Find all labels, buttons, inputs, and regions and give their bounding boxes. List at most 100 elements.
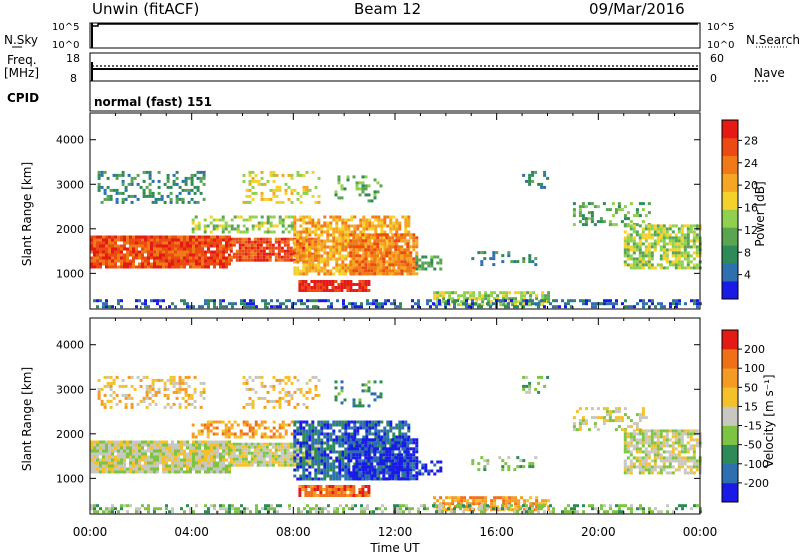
power-cell bbox=[477, 251, 481, 255]
velocity-cell bbox=[248, 426, 252, 430]
velocity-cell bbox=[415, 441, 419, 445]
power-cell bbox=[287, 230, 291, 234]
velocity-cell bbox=[126, 455, 129, 459]
power-cell bbox=[492, 257, 496, 261]
power-cell bbox=[352, 269, 356, 273]
velocity-cell bbox=[210, 461, 213, 465]
velocity-cell bbox=[382, 453, 386, 457]
power-cell bbox=[316, 286, 320, 289]
power-cell bbox=[671, 230, 675, 234]
power-cell bbox=[641, 227, 645, 231]
power-cell bbox=[525, 179, 529, 183]
velocity-cell bbox=[106, 375, 110, 379]
power-cell bbox=[162, 241, 165, 245]
power-cell bbox=[430, 261, 434, 265]
velocity-cell bbox=[147, 449, 150, 453]
power-cell bbox=[194, 224, 198, 228]
velocity-cell bbox=[150, 470, 153, 474]
power-cell bbox=[344, 239, 348, 243]
power-cell bbox=[313, 237, 317, 241]
power-cell bbox=[267, 302, 270, 306]
power-cell bbox=[379, 266, 383, 270]
velocity-cell bbox=[233, 420, 237, 424]
power-cell bbox=[332, 248, 336, 252]
velocity-cell bbox=[286, 442, 290, 446]
power-cell bbox=[335, 236, 339, 240]
velocity-cell bbox=[314, 429, 318, 433]
velocity-cell bbox=[238, 445, 242, 449]
power-cell bbox=[653, 227, 657, 231]
power-cell bbox=[344, 230, 348, 234]
power-cell bbox=[298, 286, 302, 289]
velocity-cell bbox=[126, 446, 129, 450]
power-cell bbox=[93, 265, 96, 269]
velocity-cell bbox=[166, 396, 170, 400]
velocity-cell bbox=[103, 375, 107, 379]
power-cell bbox=[373, 260, 377, 264]
velocity-cell bbox=[442, 508, 446, 512]
velocity-cell bbox=[403, 447, 407, 451]
power-cell bbox=[614, 223, 618, 227]
power-cell bbox=[335, 269, 339, 273]
power-cell bbox=[344, 218, 348, 222]
power-cell bbox=[344, 242, 348, 246]
power-cell bbox=[186, 238, 189, 242]
power-cell bbox=[192, 235, 195, 239]
velocity-cell bbox=[102, 455, 105, 459]
power-cell bbox=[335, 260, 339, 264]
power-cell bbox=[674, 260, 678, 264]
power-cell bbox=[192, 265, 195, 269]
velocity-cell bbox=[373, 459, 377, 463]
power-cell bbox=[394, 257, 398, 261]
power-cell bbox=[213, 265, 216, 269]
power-cell bbox=[465, 299, 468, 303]
power-cell bbox=[260, 176, 264, 180]
velocity-cell bbox=[168, 458, 171, 462]
power-cell bbox=[225, 235, 228, 239]
velocity-cell bbox=[174, 464, 177, 468]
velocity-cell bbox=[344, 465, 348, 469]
velocity-cell bbox=[380, 441, 384, 445]
velocity-cell bbox=[259, 448, 263, 452]
power-cell bbox=[202, 170, 206, 174]
power-cell bbox=[572, 208, 576, 212]
velocity-cell bbox=[352, 450, 356, 454]
power-cell bbox=[144, 235, 147, 239]
power-cell bbox=[93, 250, 96, 254]
power-cell bbox=[362, 236, 366, 240]
velocity-cell bbox=[352, 438, 356, 442]
velocity-cell bbox=[189, 470, 192, 474]
power-cell bbox=[529, 291, 533, 295]
velocity-cell bbox=[332, 468, 336, 472]
power-cell bbox=[141, 247, 144, 251]
power-cell bbox=[103, 188, 107, 192]
power-cell bbox=[99, 259, 102, 263]
velocity-cell bbox=[90, 464, 93, 468]
velocity-cell bbox=[331, 494, 335, 497]
velocity-cell bbox=[127, 375, 131, 379]
velocity-cell bbox=[232, 463, 236, 467]
velocity-cell bbox=[130, 384, 134, 388]
power-cell bbox=[304, 289, 308, 292]
power-cell bbox=[162, 238, 165, 242]
power-cell bbox=[626, 251, 630, 255]
power-cell bbox=[370, 269, 374, 273]
power-cell bbox=[344, 266, 348, 270]
power-cell bbox=[174, 265, 177, 269]
velocity-cell bbox=[127, 396, 131, 400]
velocity-cell bbox=[187, 375, 191, 379]
power-cell bbox=[635, 266, 639, 270]
velocity-cell bbox=[478, 502, 482, 506]
power-cell bbox=[171, 302, 174, 306]
power-cell bbox=[629, 233, 633, 237]
velocity-cell bbox=[202, 396, 206, 400]
power-cell bbox=[144, 302, 147, 306]
velocity-cell bbox=[129, 470, 132, 474]
power-cell bbox=[262, 252, 266, 256]
power-cell bbox=[203, 218, 207, 222]
power-cell bbox=[355, 266, 359, 270]
power-cell bbox=[692, 239, 696, 243]
velocity-cell bbox=[349, 477, 353, 481]
power-cell bbox=[259, 237, 263, 241]
power-cell bbox=[344, 272, 348, 276]
